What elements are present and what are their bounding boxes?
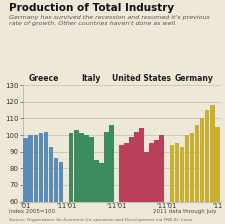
Text: Index 2005=100: Index 2005=100	[9, 209, 55, 214]
Bar	[69, 133, 74, 202]
Bar	[104, 132, 109, 202]
Text: Germany has survived the recession and resumed it's previous
rate of growth. Oth: Germany has survived the recession and r…	[9, 15, 210, 26]
Bar	[99, 163, 104, 202]
Text: Source: Organisation for Economic Co-operation and Development via FRB-St. Louis: Source: Organisation for Economic Co-ope…	[9, 218, 192, 222]
Text: Greece: Greece	[28, 74, 58, 84]
Text: United States: United States	[112, 74, 171, 84]
Bar	[205, 110, 209, 202]
Bar	[49, 147, 53, 202]
Bar	[190, 133, 194, 202]
Bar	[38, 133, 43, 202]
Bar	[195, 125, 199, 202]
Bar	[129, 137, 134, 202]
Bar	[149, 143, 154, 202]
Bar	[160, 135, 164, 202]
Text: 2011 data through July: 2011 data through July	[153, 209, 216, 214]
Bar	[94, 160, 99, 202]
Bar	[54, 158, 58, 202]
Bar	[84, 135, 89, 202]
Bar	[79, 133, 83, 202]
Bar	[144, 152, 149, 202]
Text: Production of Total Industry: Production of Total Industry	[9, 3, 174, 13]
Bar	[124, 143, 129, 202]
Bar	[44, 132, 48, 202]
Bar	[139, 128, 144, 202]
Bar	[210, 105, 214, 202]
Bar	[74, 130, 79, 202]
Bar	[109, 125, 114, 202]
Bar	[154, 140, 159, 202]
Bar	[34, 135, 38, 202]
Bar	[175, 143, 179, 202]
Bar	[23, 138, 28, 202]
Bar	[185, 135, 189, 202]
Bar	[169, 145, 174, 202]
Bar	[200, 118, 205, 202]
Bar	[215, 127, 220, 202]
Bar	[180, 147, 184, 202]
Text: Italy: Italy	[82, 74, 101, 84]
Bar	[134, 132, 139, 202]
Bar	[119, 145, 124, 202]
Bar	[59, 162, 63, 202]
Bar	[29, 135, 33, 202]
Text: Germany: Germany	[175, 74, 214, 84]
Bar	[89, 137, 94, 202]
